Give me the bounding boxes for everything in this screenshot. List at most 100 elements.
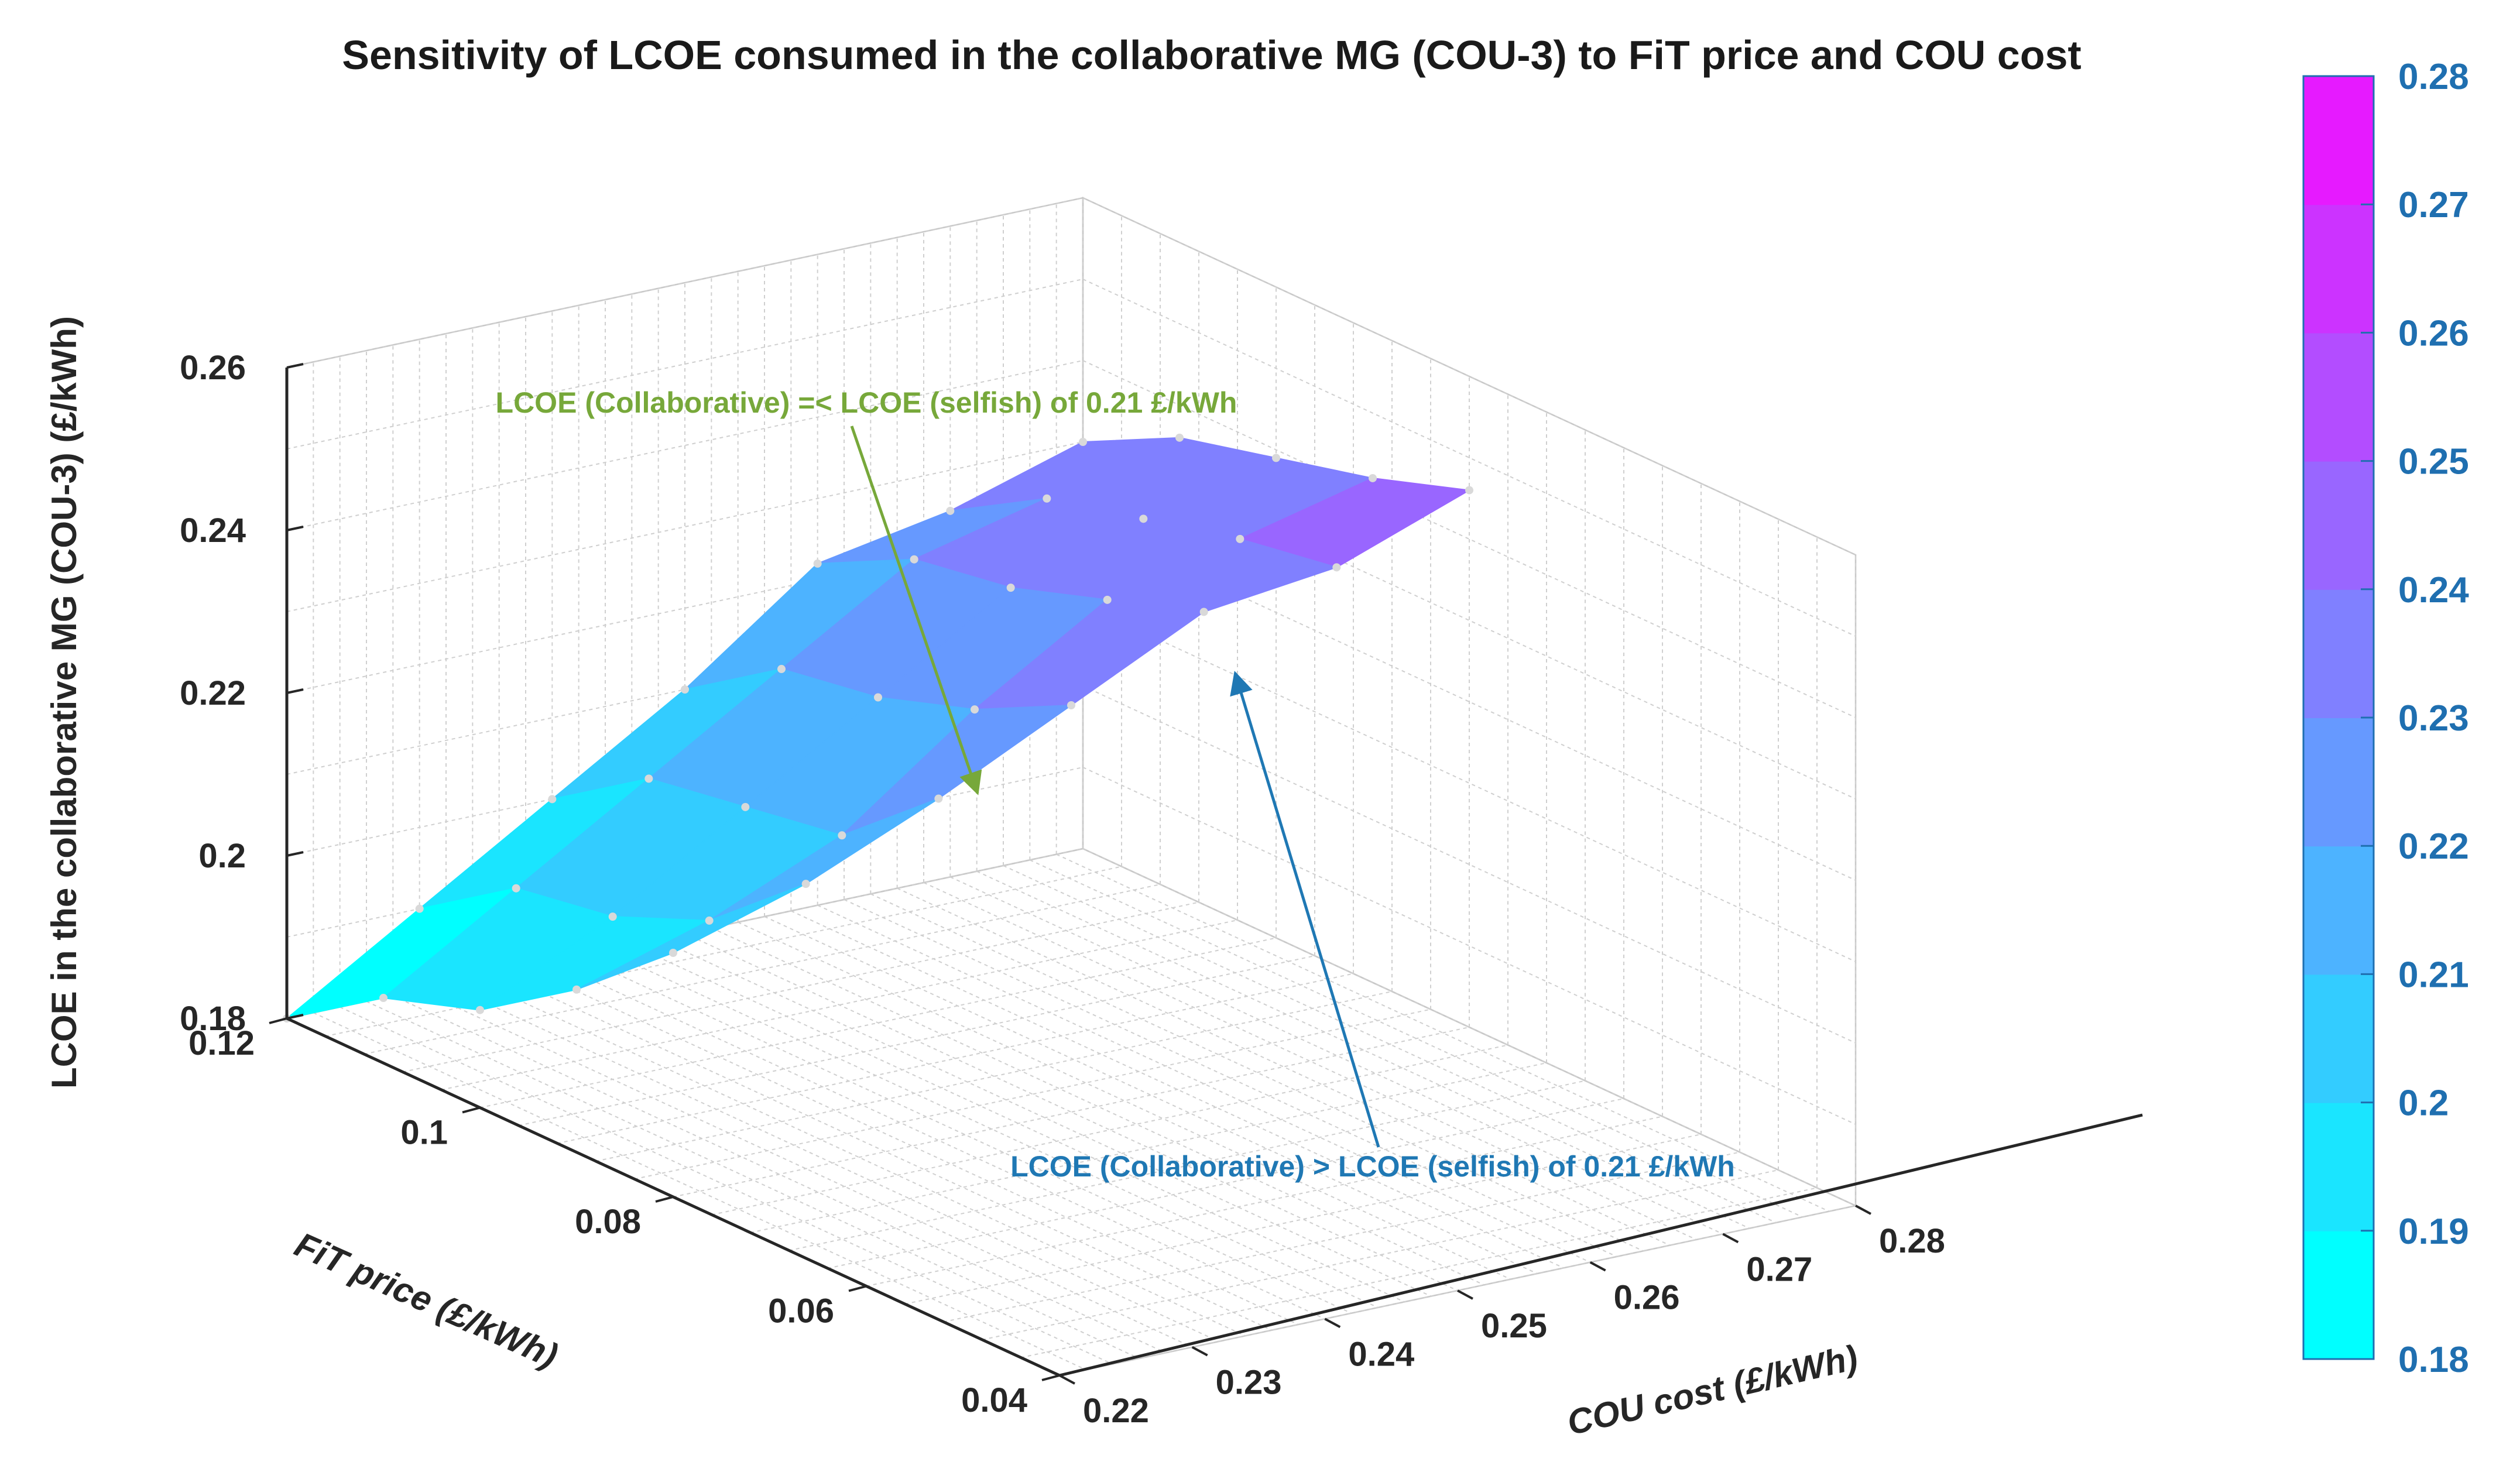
surface-point [946, 506, 955, 515]
surface-point [874, 693, 882, 702]
grid-line [711, 1044, 1508, 1216]
surface-point [705, 916, 714, 925]
x-ticks: 0.22 0.23 0.24 0.25 0.26 0.27 0.28 [1059, 1205, 1945, 1430]
x-tick-label: 0.28 [1879, 1222, 1945, 1260]
grid-line [1056, 853, 1830, 1212]
z-tick-mark [286, 1014, 304, 1020]
x-tick-mark [1855, 1205, 1871, 1215]
surface-point [1006, 584, 1015, 592]
x-axis-line [1059, 1113, 2143, 1377]
grid-line [1082, 685, 1856, 1044]
chart-title: Sensitivity of LCOE consumed in the coll… [342, 32, 2081, 78]
colorbar: 0.18 0.19 0.2 0.21 0.22 0.23 0.24 0.25 0.26 0.27 0… [2302, 57, 2469, 1380]
surface-point [681, 685, 689, 694]
surface-point [512, 884, 520, 893]
grid-line [578, 955, 1352, 1314]
grid-line [419, 989, 1193, 1348]
grid-line [1082, 197, 1856, 555]
grid-line [738, 921, 1511, 1280]
x-tick-mark [1324, 1317, 1341, 1329]
colorbar-segment [2303, 204, 2374, 334]
colorbar-tick-label: 0.2 [2398, 1083, 2449, 1124]
grid-line [897, 887, 1671, 1246]
grid-line [551, 961, 1325, 1320]
grid-line [1082, 279, 1856, 637]
grid-line [764, 916, 1538, 1274]
grid-line [870, 893, 1644, 1252]
y-axis-label: FiT price (£/kWh) [289, 1224, 564, 1375]
surface-point [801, 880, 810, 888]
surface-mesh [286, 437, 1472, 1019]
grid-line [1082, 848, 1856, 1206]
surface-point [1175, 433, 1184, 442]
grid-line [557, 973, 1354, 1144]
annotation-green-arrow [850, 426, 982, 795]
z-tick-mark [286, 851, 304, 857]
z-axis-label: LCOE in the collaborative MG (COU-3) (£/… [44, 316, 84, 1089]
surface-point [1103, 595, 1112, 604]
colorbar-tick-label: 0.26 [2398, 313, 2469, 354]
colorbar-tick-label: 0.27 [2398, 185, 2469, 225]
z-tick-label: 0.24 [180, 512, 246, 550]
y-tick-label: 0.12 [188, 1024, 255, 1062]
colorbar-segment [2303, 974, 2374, 1103]
surface-point [1079, 438, 1087, 446]
grid-line [392, 995, 1166, 1354]
y-tick-label: 0.06 [768, 1292, 834, 1330]
grid-line [605, 950, 1379, 1308]
x-tick-mark [1722, 1233, 1739, 1244]
x-tick-label: 0.23 [1216, 1364, 1282, 1402]
grid-line [976, 870, 1750, 1229]
y-tick-mark [655, 1196, 674, 1203]
grid-line [595, 991, 1393, 1162]
surface-point [548, 795, 557, 804]
annotation-blue: LCOE (Collaborative) > LCOE (selfish) of… [1010, 1150, 1735, 1183]
surface-point [1043, 494, 1051, 503]
colorbar-tick-label: 0.28 [2398, 57, 2469, 97]
surface-point [971, 705, 979, 714]
surface-point [813, 559, 822, 568]
x-tick-mark [1589, 1261, 1606, 1272]
grid-line [286, 441, 1084, 612]
colorbar-tick-label: 0.21 [2398, 955, 2469, 995]
grid-line [1003, 865, 1777, 1223]
colorbar-segment [2303, 589, 2374, 718]
grid-line [949, 876, 1723, 1235]
grid-line [364, 884, 1161, 1055]
z-tick-mark [286, 688, 304, 694]
y-tick-mark [1041, 1374, 1060, 1381]
z-ticks: 0.18 0.2 0.22 0.24 0.26 [180, 349, 304, 1038]
colorbar-tick-label: 0.23 [2398, 698, 2469, 739]
grid-line [402, 901, 1199, 1073]
axes-box [284, 197, 1858, 1377]
surface-point [379, 994, 388, 1003]
grid-line [788, 1080, 1586, 1251]
x-tick-label: 0.27 [1746, 1250, 1812, 1288]
grid-line [525, 967, 1299, 1325]
grid-line [1029, 859, 1803, 1218]
grid-line [325, 866, 1122, 1037]
surface-point [1067, 701, 1075, 709]
surface-point [476, 1006, 484, 1014]
colorbar-tick-label: 0.18 [2398, 1340, 2469, 1380]
grid-line [441, 919, 1238, 1090]
grid-line [711, 927, 1484, 1286]
grid-line [518, 955, 1315, 1126]
grid-line [923, 882, 1697, 1240]
surface-point [644, 774, 653, 783]
surface-point [1199, 608, 1208, 616]
grid-line [340, 1006, 1113, 1365]
z-tick-mark [286, 526, 304, 531]
grid-line [286, 523, 1084, 694]
z-tick-label: 0.22 [180, 674, 246, 712]
surface-point [608, 912, 617, 921]
grid-line [286, 360, 1084, 531]
grid-line [817, 904, 1591, 1263]
grid-line [472, 978, 1246, 1337]
z-tick-label: 0.2 [198, 837, 246, 875]
grid-line [1020, 1187, 1818, 1358]
surface-point [1236, 534, 1244, 543]
grid-line [1082, 360, 1856, 718]
z-tick-label: 0.18 [180, 1000, 246, 1038]
grid-line [286, 279, 1084, 450]
